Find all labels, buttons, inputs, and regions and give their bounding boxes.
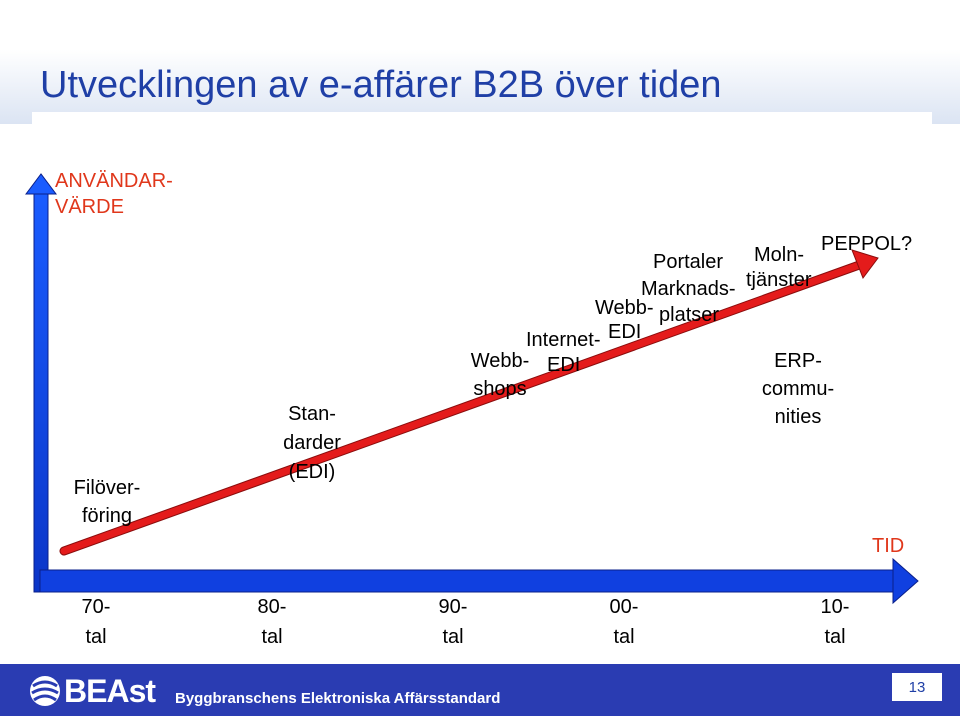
tick-10: 10- tal (820, 596, 850, 648)
label-marknadsplatser-line2: platser (659, 304, 720, 326)
label-standarder: Stan- darder (EDI) (283, 403, 341, 483)
label-molntjanster-line2: tjänster (746, 269, 812, 291)
tick-00: 00- tal (609, 596, 639, 648)
x-axis-label: TID (872, 535, 905, 557)
label-internet-edi-line2: EDI (547, 354, 581, 376)
label-filoverforing: Filöver- föring (73, 477, 141, 527)
y-axis-arrow (25, 173, 57, 593)
label-webb-edi-line1: Webb- (595, 297, 654, 319)
label-webbshops: Webb- shops (470, 350, 530, 400)
title-band (0, 0, 960, 124)
footer-bar (0, 664, 960, 716)
beast-logo-icon (30, 676, 60, 706)
slide-title: Utvecklingen av e-affärer B2B över tiden (40, 64, 722, 106)
page-number: 13 (892, 673, 942, 701)
label-webb-edi-line2: EDI (608, 321, 642, 343)
label-marknadsplatser-line1: Marknads- (641, 278, 736, 300)
tick-90: 90- tal (438, 596, 468, 648)
tick-70: 70- tal (81, 596, 111, 648)
label-erp-communities: ERP- commu- nities (761, 350, 835, 428)
footer-organisation: Byggbranschens Elektroniska Affärsstanda… (175, 690, 501, 707)
x-axis-arrow (39, 557, 919, 605)
label-molntjanster-line1: Moln- (754, 244, 805, 266)
trend-arrow (59, 249, 879, 556)
beast-logo-text: BEAst (64, 673, 156, 709)
label-internet-edi-line1: Internet- (526, 329, 601, 351)
label-portaler: Portaler (653, 251, 724, 273)
tick-80: 80- tal (257, 596, 287, 648)
label-peppol: PEPPOL? (821, 233, 913, 255)
y-axis-label: ANVÄNDAR- VÄRDE (55, 170, 173, 218)
